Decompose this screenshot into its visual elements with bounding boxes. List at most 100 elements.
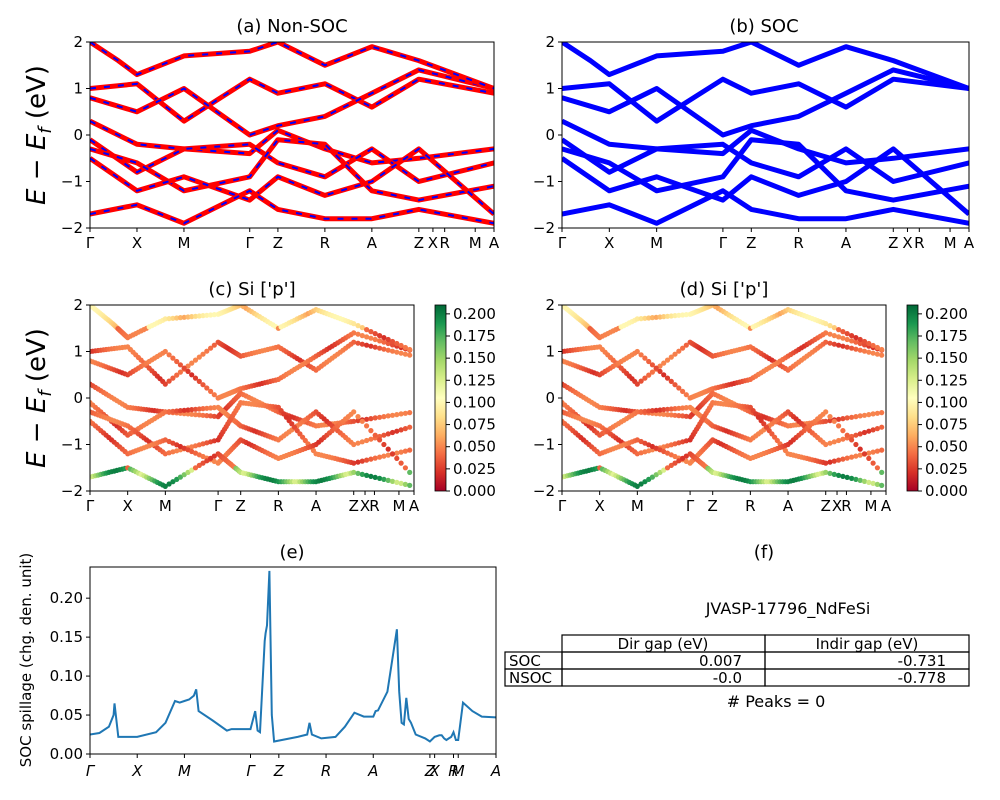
band-point [853, 441, 859, 448]
band-point [162, 483, 168, 489]
y-tick-label: 2 [73, 296, 83, 314]
y-tick-label: 1 [545, 343, 555, 361]
band-point [389, 348, 396, 354]
colorbar-tick-label: 0.150 [925, 349, 968, 367]
band-point [870, 480, 876, 486]
band-point [394, 455, 400, 461]
colorbar-tick-label: 0.000 [925, 482, 968, 500]
band-point [857, 452, 863, 458]
x-tick-label: M [177, 234, 190, 252]
band-line [562, 137, 969, 184]
band-point [836, 327, 842, 333]
band-point [364, 342, 370, 348]
band-point [642, 375, 648, 381]
x-tick-label: Z [414, 234, 424, 252]
band-point [849, 475, 855, 481]
x-tick-label: Z [888, 234, 898, 252]
band-point [642, 315, 648, 321]
band-point [831, 333, 837, 339]
band-point [166, 352, 172, 358]
band-point [351, 441, 357, 448]
band-point [638, 352, 644, 358]
band-point [381, 476, 387, 482]
x-tick-label: M [944, 234, 957, 252]
band-point [676, 405, 682, 411]
band-point [372, 432, 378, 438]
y-tick-label: 1 [545, 80, 555, 98]
panel-e-frame [89, 566, 497, 755]
band-point [211, 312, 217, 318]
band-point [874, 410, 881, 416]
table-cell-value: 0.007 [699, 652, 742, 670]
band-point [861, 451, 868, 457]
band-point [653, 365, 659, 371]
band-point [870, 350, 876, 356]
band-point [381, 339, 387, 345]
band-point [359, 458, 365, 464]
band-point [844, 336, 850, 343]
band-point [177, 369, 183, 375]
band-point [879, 424, 885, 430]
band-point [355, 418, 361, 424]
band-point [177, 362, 183, 368]
band-point [398, 350, 404, 356]
band-point [355, 459, 361, 465]
band-point [181, 314, 187, 320]
band-point [823, 339, 829, 345]
band-line [90, 76, 494, 124]
band-point [364, 334, 370, 340]
band-point [661, 467, 667, 473]
panel-d-title: (d) Si ['p'] [680, 279, 769, 300]
colorbar-tick-label: 0.100 [453, 393, 496, 411]
band-point [381, 414, 387, 420]
y-tick-label: 0.15 [50, 628, 83, 646]
band-point [377, 414, 383, 420]
band-point [394, 340, 400, 347]
band-point [853, 453, 859, 459]
band-point [849, 454, 855, 460]
colorbar-tick-label: 0.200 [453, 305, 496, 323]
panel-e-title: (e) [279, 542, 304, 563]
band-point [192, 375, 199, 381]
y-tick-label: 2 [545, 33, 555, 51]
band-line [562, 188, 969, 226]
band-point [368, 416, 374, 422]
band-point [204, 458, 210, 464]
y-tick-label: −1 [533, 436, 555, 454]
band-point [398, 449, 404, 455]
band-point [355, 470, 361, 476]
x-tick-label: Γ [246, 762, 256, 780]
band-point [649, 474, 656, 480]
band-point [844, 432, 850, 438]
band-point [844, 455, 850, 461]
band-point [402, 410, 408, 416]
band-point [879, 447, 885, 453]
panel-e-ylabel: SOC spillage (chg. den. unit) [17, 553, 35, 768]
y-tick-label: 2 [73, 33, 83, 51]
band-point [831, 439, 837, 445]
band-point [879, 469, 885, 475]
band-point [840, 416, 846, 422]
band-point [211, 392, 217, 398]
band-line [562, 76, 969, 124]
band-point [634, 316, 640, 322]
band-point [398, 460, 404, 466]
table-row-label: SOC [509, 652, 541, 670]
band-point [355, 440, 361, 446]
band-point [211, 413, 217, 419]
band-point [823, 330, 829, 336]
band-point [870, 449, 876, 455]
table-footer: # Peaks = 0 [727, 692, 826, 711]
band-point [189, 360, 195, 366]
band-point [162, 316, 168, 322]
band-point [879, 352, 885, 358]
x-tick-label: Γ [686, 497, 695, 515]
band-point [211, 342, 217, 348]
x-tick-label: A [964, 234, 975, 252]
band-point [823, 460, 829, 466]
band-point [870, 460, 876, 466]
x-tick-label: Z [746, 234, 756, 252]
band-point [372, 415, 378, 421]
band-point [861, 429, 868, 436]
x-tick-label: Γ [86, 762, 96, 780]
